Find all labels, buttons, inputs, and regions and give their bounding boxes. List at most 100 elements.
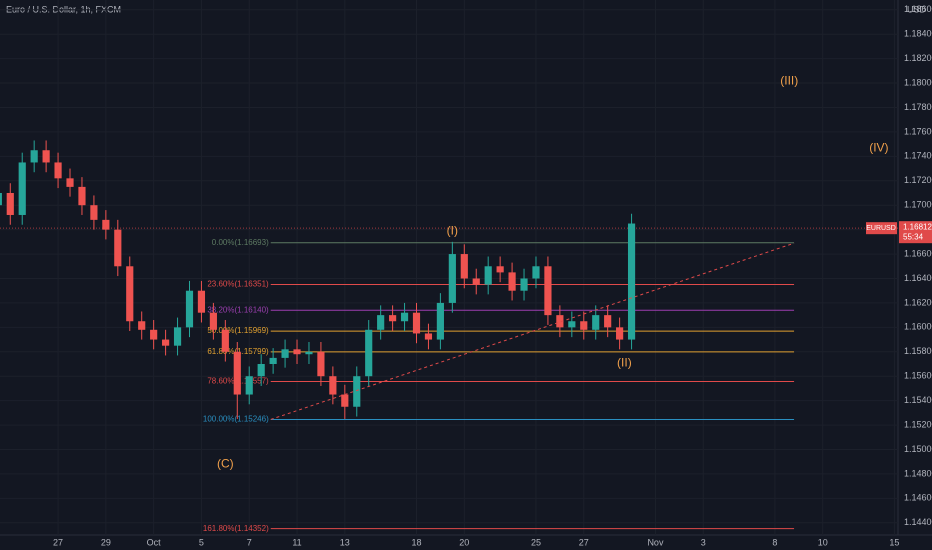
candle-body	[102, 219, 110, 230]
candle-body	[353, 376, 361, 407]
fib-label: 61.80%(1.15799)	[207, 347, 269, 356]
candle-body	[484, 266, 492, 285]
candle-body	[604, 315, 612, 328]
y-tick-label: 1.18600	[904, 4, 932, 14]
y-tick-label: 1.15000	[904, 444, 932, 454]
candle-body	[42, 150, 50, 163]
y-tick-label: 1.14600	[904, 493, 932, 503]
candle-body	[460, 254, 468, 279]
fib-label: 161.80%(1.14352)	[203, 524, 269, 533]
candle-body	[173, 327, 182, 346]
y-tick-label: 1.18200	[904, 53, 932, 63]
candle-body	[580, 321, 588, 330]
x-tick-label: 25	[531, 537, 541, 547]
candle-body	[544, 266, 552, 316]
y-tick-label: 1.17400	[904, 151, 932, 161]
candle-body	[400, 312, 409, 322]
y-tick-label: 1.14800	[904, 468, 932, 478]
candle-body	[90, 205, 98, 220]
candle-body	[197, 290, 206, 313]
candle-body	[257, 363, 265, 377]
candle-body	[221, 329, 229, 352]
candle-body	[448, 254, 456, 303]
x-tick-label: 18	[411, 537, 421, 547]
candle-body	[365, 329, 373, 377]
x-tick-label: 20	[459, 537, 469, 547]
candle-body	[66, 178, 74, 187]
x-tick-label: 15	[889, 537, 899, 547]
y-tick-label: 1.15800	[904, 346, 932, 356]
candle-body	[293, 349, 301, 355]
candle-body	[281, 349, 289, 358]
candle-body	[496, 266, 504, 273]
y-tick-label: 1.17800	[904, 102, 932, 112]
y-tick-label: 1.17000	[904, 200, 932, 210]
y-tick-label: 1.18400	[904, 29, 932, 39]
symbol-tag-label: EURUSD	[866, 225, 896, 232]
currency-label: USD	[907, 4, 927, 14]
x-tick-label: 10	[818, 537, 828, 547]
candle-body	[329, 376, 337, 395]
y-tick-label: 1.16000	[904, 322, 932, 332]
wave-label: (IV)	[869, 140, 888, 154]
candle-body	[389, 315, 397, 322]
candle-body	[6, 192, 14, 215]
candle-body	[126, 266, 134, 322]
y-tick-label: 1.14400	[904, 517, 932, 527]
x-tick-label: 27	[579, 537, 589, 547]
y-tick-label: 1.17200	[904, 175, 932, 185]
fib-label: 38.20%(1.16140)	[207, 305, 269, 314]
trendline	[270, 242, 795, 420]
candle-body	[568, 321, 576, 328]
candle-body	[18, 162, 26, 215]
fib-label: 0.00%(1.16693)	[212, 238, 269, 247]
candle-body	[317, 351, 325, 377]
candle-body	[150, 329, 158, 340]
y-tick-label: 1.15200	[904, 419, 932, 429]
y-tick-label: 1.16200	[904, 297, 932, 307]
candle-body	[556, 315, 564, 328]
candle-body	[54, 162, 62, 179]
candle-body	[412, 312, 421, 334]
candle-body	[377, 315, 385, 330]
wave-label: (III)	[780, 73, 798, 87]
fib-label: 23.60%(1.16351)	[207, 280, 269, 289]
x-tick-label: 11	[292, 537, 301, 547]
y-tick-label: 1.18000	[904, 77, 932, 87]
x-tick-label: Nov	[647, 537, 664, 547]
candle-body	[245, 376, 253, 395]
x-tick-label: 5	[199, 537, 204, 547]
wave-label: (C)	[217, 457, 234, 471]
x-tick-label: 8	[772, 537, 777, 547]
y-tick-label: 1.15400	[904, 395, 932, 405]
wave-label: (I)	[447, 223, 458, 237]
candle-body	[185, 290, 194, 328]
fib-label: 100.00%(1.15246)	[203, 415, 269, 424]
candle-body	[508, 272, 516, 291]
candle-body	[592, 315, 600, 330]
candle-body	[424, 333, 433, 340]
candle-body	[305, 351, 313, 355]
y-tick-label: 1.15600	[904, 371, 932, 381]
candle-body	[209, 312, 217, 330]
candle-body	[138, 321, 146, 330]
candle-body	[233, 351, 241, 395]
countdown-label: 55:34	[903, 232, 924, 241]
symbol-tag	[866, 222, 897, 235]
x-tick-label: 3	[701, 537, 706, 547]
price-tag	[899, 221, 932, 244]
candle-body	[269, 357, 277, 364]
candle-body	[78, 186, 86, 206]
x-tick-label: 29	[101, 537, 111, 547]
candle-body	[114, 229, 122, 267]
x-tick-label: 13	[340, 537, 350, 547]
candle-body	[436, 302, 444, 340]
x-tick-label: 7	[247, 537, 252, 547]
price-tag-label: 1.16812	[903, 222, 932, 231]
x-tick-label: 27	[53, 537, 63, 547]
y-tick-label: 1.16600	[904, 248, 932, 258]
y-tick-label: 1.16400	[904, 273, 932, 283]
candle-body	[162, 339, 170, 346]
y-tick-label: 1.17600	[904, 126, 932, 136]
